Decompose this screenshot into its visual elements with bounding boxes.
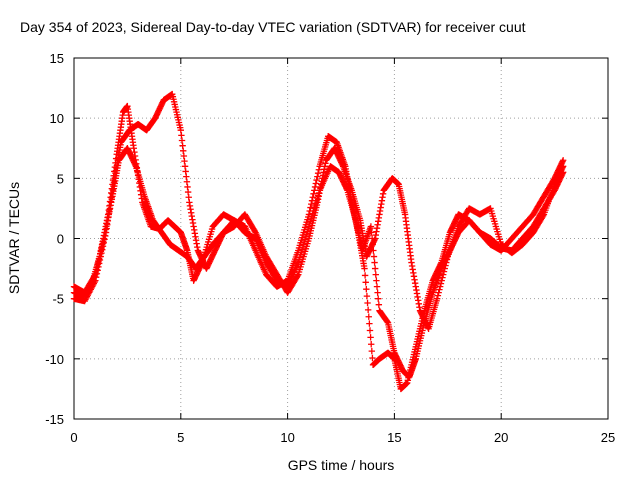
- data-point: [311, 187, 318, 194]
- data-series-3: [70, 145, 567, 381]
- data-point: [313, 176, 320, 184]
- data-point: [373, 283, 381, 290]
- data-point: [91, 272, 98, 280]
- data-point: [363, 292, 371, 300]
- data-point: [368, 347, 376, 355]
- data-point: [370, 247, 377, 254]
- data-point: [364, 306, 372, 314]
- data-point: [559, 169, 567, 176]
- y-tick-label: 15: [50, 51, 64, 66]
- data-point: [366, 320, 373, 327]
- data-point: [368, 229, 375, 236]
- data-point: [375, 301, 383, 308]
- y-tick-label: 0: [57, 232, 64, 247]
- data-point: [559, 163, 567, 170]
- data-point: [361, 265, 368, 272]
- data-point: [436, 286, 443, 293]
- data-point: [559, 157, 567, 164]
- x-tick-label: 5: [177, 430, 184, 445]
- y-tick-label: -15: [45, 412, 64, 427]
- y-tick-label: 5: [57, 171, 64, 186]
- data-point: [370, 253, 378, 260]
- data-point: [312, 180, 320, 187]
- data-point: [368, 341, 375, 348]
- x-tick-label: 25: [601, 430, 615, 445]
- data-point: [364, 299, 371, 307]
- data-point: [436, 283, 444, 290]
- data-point: [308, 200, 315, 208]
- data-point: [435, 289, 442, 296]
- data-point: [433, 295, 441, 302]
- data-point: [369, 354, 376, 362]
- data-point: [373, 277, 380, 284]
- x-tick-label: 10: [280, 430, 294, 445]
- data-point: [371, 265, 379, 272]
- data-point: [307, 204, 314, 211]
- data-point: [372, 271, 379, 278]
- data-point: [314, 173, 321, 180]
- data-point: [365, 313, 372, 320]
- data-point: [361, 272, 369, 279]
- data-point: [371, 259, 378, 266]
- data-point: [367, 334, 374, 341]
- data-point: [309, 194, 316, 201]
- chart-title: Day 354 of 2023, Sidereal Day-to-day VTE…: [20, 19, 526, 35]
- x-tick-label: 0: [70, 430, 77, 445]
- y-axis-label: SDTVAR / TECUs: [6, 182, 22, 294]
- y-tick-label: -10: [45, 352, 64, 367]
- data-points: [70, 90, 567, 393]
- x-tick-label: 15: [387, 430, 401, 445]
- data-point: [294, 272, 301, 280]
- data-point: [375, 295, 382, 302]
- data-point: [366, 327, 374, 334]
- data-series-1: [70, 102, 567, 393]
- data-point: [362, 279, 369, 286]
- data-point: [310, 190, 317, 198]
- x-tick-label: 20: [494, 430, 508, 445]
- data-point: [434, 292, 442, 299]
- data-point: [363, 286, 370, 293]
- y-tick-label: 10: [50, 111, 64, 126]
- data-point: [367, 223, 375, 230]
- data-point: [311, 183, 319, 191]
- data-point: [314, 169, 322, 177]
- y-tick-label: -5: [52, 292, 64, 307]
- data-point: [374, 289, 381, 296]
- x-axis-label: GPS time / hours: [288, 457, 395, 473]
- axis-ticks: 0 5 10 15 20 25 -15 -10 -5 0 5 10 15: [45, 51, 615, 445]
- data-point: [368, 235, 376, 242]
- data-point: [315, 166, 323, 173]
- data-point: [369, 241, 376, 248]
